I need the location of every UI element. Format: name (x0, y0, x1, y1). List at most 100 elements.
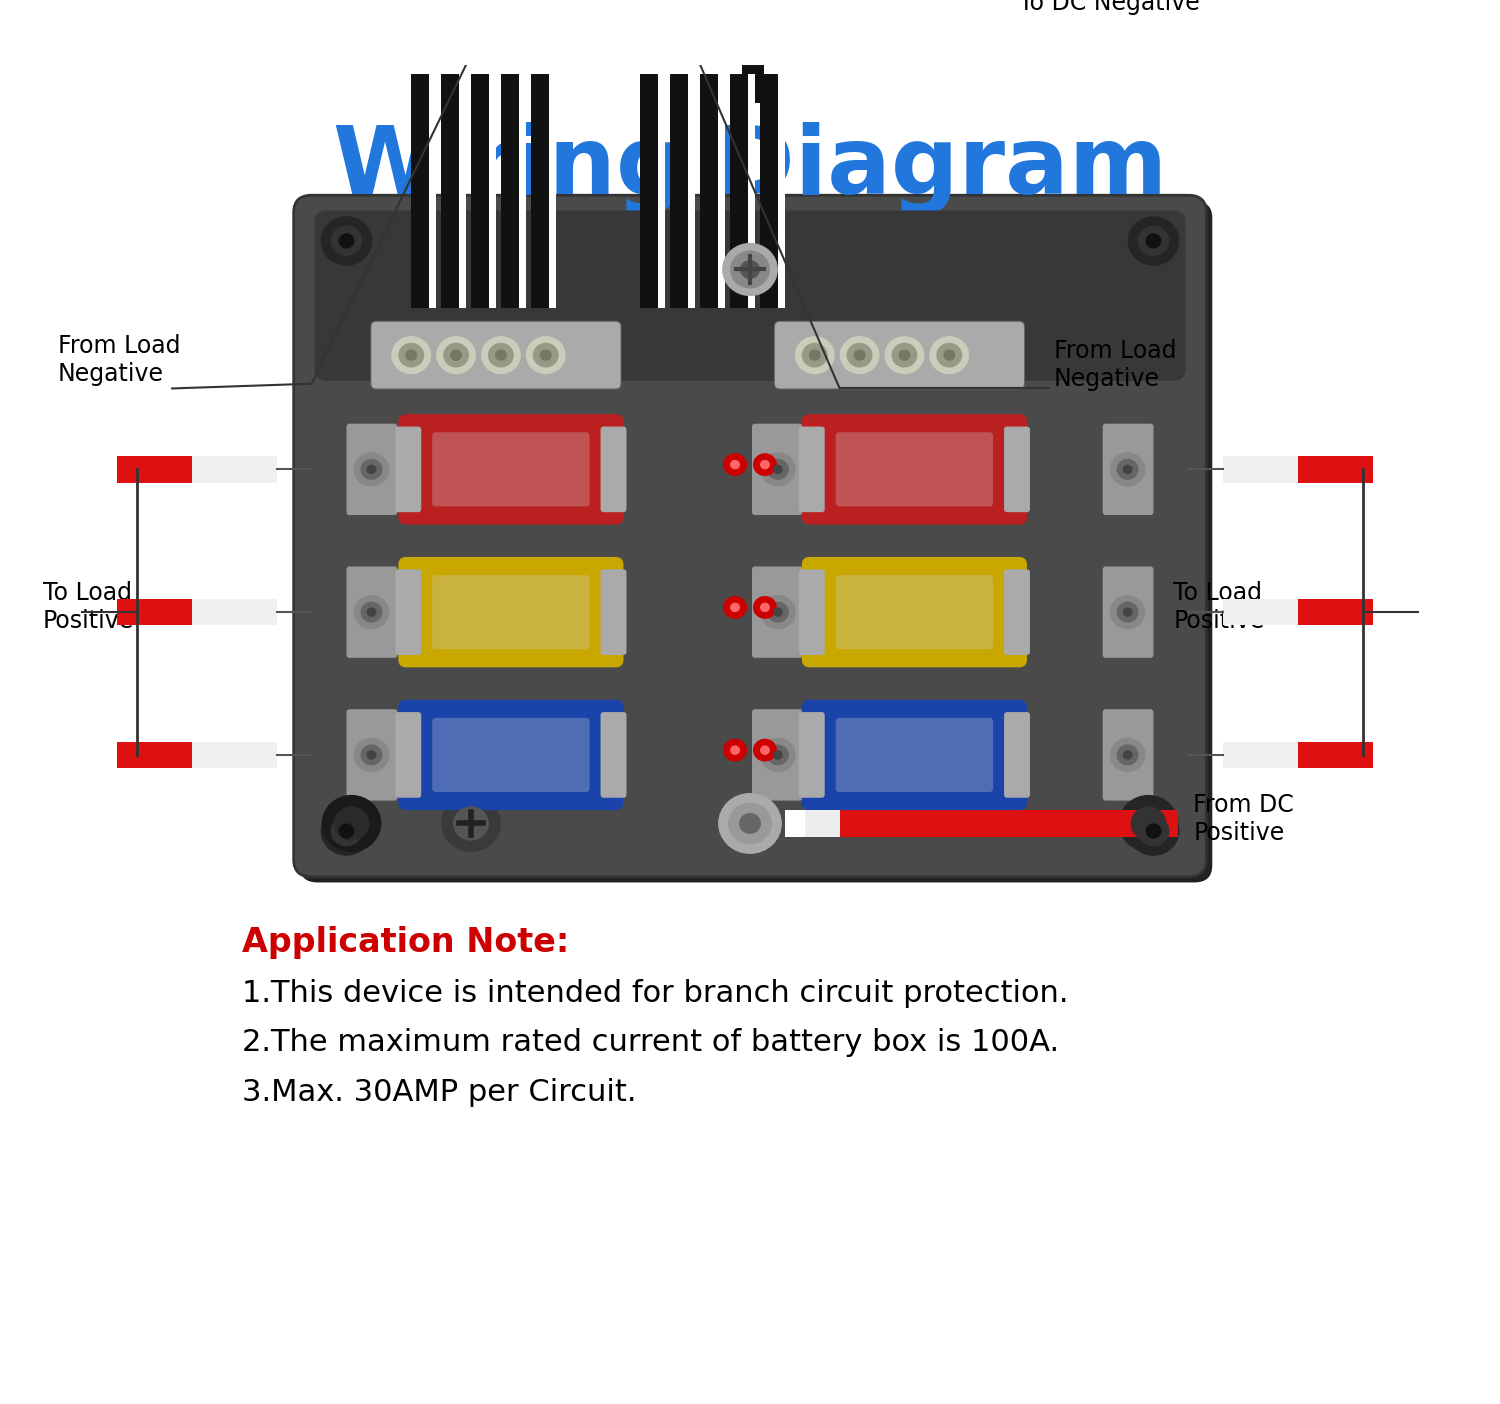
Circle shape (330, 226, 363, 256)
Circle shape (321, 216, 372, 265)
Text: To Load
Positive: To Load Positive (42, 581, 134, 633)
Bar (501, 74, 519, 307)
FancyBboxPatch shape (1004, 427, 1031, 512)
Circle shape (1128, 806, 1179, 856)
Circle shape (1122, 465, 1132, 475)
Bar (1222, 456, 1362, 483)
Circle shape (392, 336, 430, 375)
Circle shape (885, 336, 924, 375)
Circle shape (354, 595, 390, 629)
Circle shape (944, 350, 956, 361)
FancyBboxPatch shape (432, 717, 590, 792)
FancyBboxPatch shape (836, 717, 993, 792)
Text: 2.The maximum rated current of battery box is 100A.: 2.The maximum rated current of battery b… (242, 1028, 1059, 1057)
FancyBboxPatch shape (372, 322, 621, 389)
Circle shape (718, 793, 782, 854)
Circle shape (846, 343, 873, 368)
Circle shape (760, 746, 770, 755)
Circle shape (442, 343, 470, 368)
Text: From Load
Negative: From Load Negative (57, 334, 180, 386)
Circle shape (936, 343, 962, 368)
Circle shape (730, 746, 740, 755)
Text: 1.This device is intended for branch circuit protection.: 1.This device is intended for branch cir… (242, 979, 1068, 1008)
Circle shape (930, 336, 969, 375)
Bar (1298, 600, 1372, 625)
Circle shape (1110, 737, 1146, 772)
Circle shape (808, 350, 820, 361)
FancyBboxPatch shape (396, 569, 422, 656)
Circle shape (766, 459, 789, 480)
FancyBboxPatch shape (802, 557, 1028, 667)
Circle shape (723, 453, 747, 476)
Circle shape (730, 250, 770, 288)
FancyBboxPatch shape (396, 427, 422, 512)
Bar (1222, 600, 1362, 625)
Circle shape (772, 608, 783, 616)
FancyBboxPatch shape (1102, 424, 1154, 515)
FancyBboxPatch shape (1004, 569, 1031, 656)
FancyBboxPatch shape (800, 712, 825, 797)
Circle shape (1146, 824, 1161, 838)
Circle shape (795, 336, 834, 375)
Circle shape (1122, 750, 1132, 760)
Circle shape (840, 336, 879, 375)
Circle shape (766, 744, 789, 765)
Bar (531, 74, 549, 307)
Circle shape (1128, 216, 1179, 265)
Circle shape (339, 233, 354, 249)
Circle shape (1110, 595, 1146, 629)
Bar (117, 741, 192, 768)
Circle shape (772, 465, 783, 475)
Circle shape (1137, 816, 1170, 847)
Circle shape (330, 816, 363, 847)
FancyBboxPatch shape (399, 699, 624, 810)
Circle shape (740, 813, 760, 834)
FancyBboxPatch shape (399, 557, 624, 667)
Bar (784, 810, 806, 837)
Circle shape (453, 806, 489, 841)
Text: To DC Negative: To DC Negative (1019, 0, 1200, 15)
Circle shape (333, 806, 369, 841)
Circle shape (722, 243, 778, 296)
Bar (549, 74, 555, 307)
FancyBboxPatch shape (372, 322, 621, 389)
Circle shape (730, 461, 740, 469)
Circle shape (354, 452, 390, 487)
FancyBboxPatch shape (346, 709, 398, 800)
Bar (1222, 741, 1362, 768)
Text: Wiring Diagram: Wiring Diagram (333, 122, 1167, 215)
Circle shape (399, 343, 424, 368)
Circle shape (441, 795, 501, 852)
Circle shape (1116, 459, 1138, 480)
Circle shape (760, 461, 770, 469)
Bar (730, 74, 748, 307)
Bar (640, 74, 658, 307)
Circle shape (450, 350, 462, 361)
Text: From Load
Negative: From Load Negative (1054, 338, 1176, 390)
FancyBboxPatch shape (752, 424, 802, 515)
Circle shape (488, 343, 514, 368)
FancyBboxPatch shape (836, 576, 993, 649)
Bar (700, 74, 718, 307)
FancyBboxPatch shape (802, 699, 1028, 810)
Circle shape (360, 744, 382, 765)
Circle shape (540, 350, 552, 361)
FancyBboxPatch shape (752, 566, 802, 658)
Bar (519, 74, 526, 307)
FancyBboxPatch shape (600, 427, 627, 512)
Bar (138, 741, 278, 768)
Bar (742, 46, 764, 102)
Circle shape (366, 608, 376, 616)
Circle shape (321, 795, 381, 852)
Circle shape (366, 465, 376, 475)
FancyBboxPatch shape (776, 322, 1024, 389)
FancyBboxPatch shape (399, 414, 624, 525)
FancyBboxPatch shape (800, 569, 825, 656)
FancyBboxPatch shape (752, 709, 802, 800)
Circle shape (760, 602, 770, 612)
Text: 3.Max. 30AMP per Circuit.: 3.Max. 30AMP per Circuit. (242, 1078, 636, 1106)
Circle shape (723, 739, 747, 761)
Circle shape (1116, 744, 1138, 765)
Bar (718, 74, 724, 307)
FancyBboxPatch shape (396, 712, 422, 797)
